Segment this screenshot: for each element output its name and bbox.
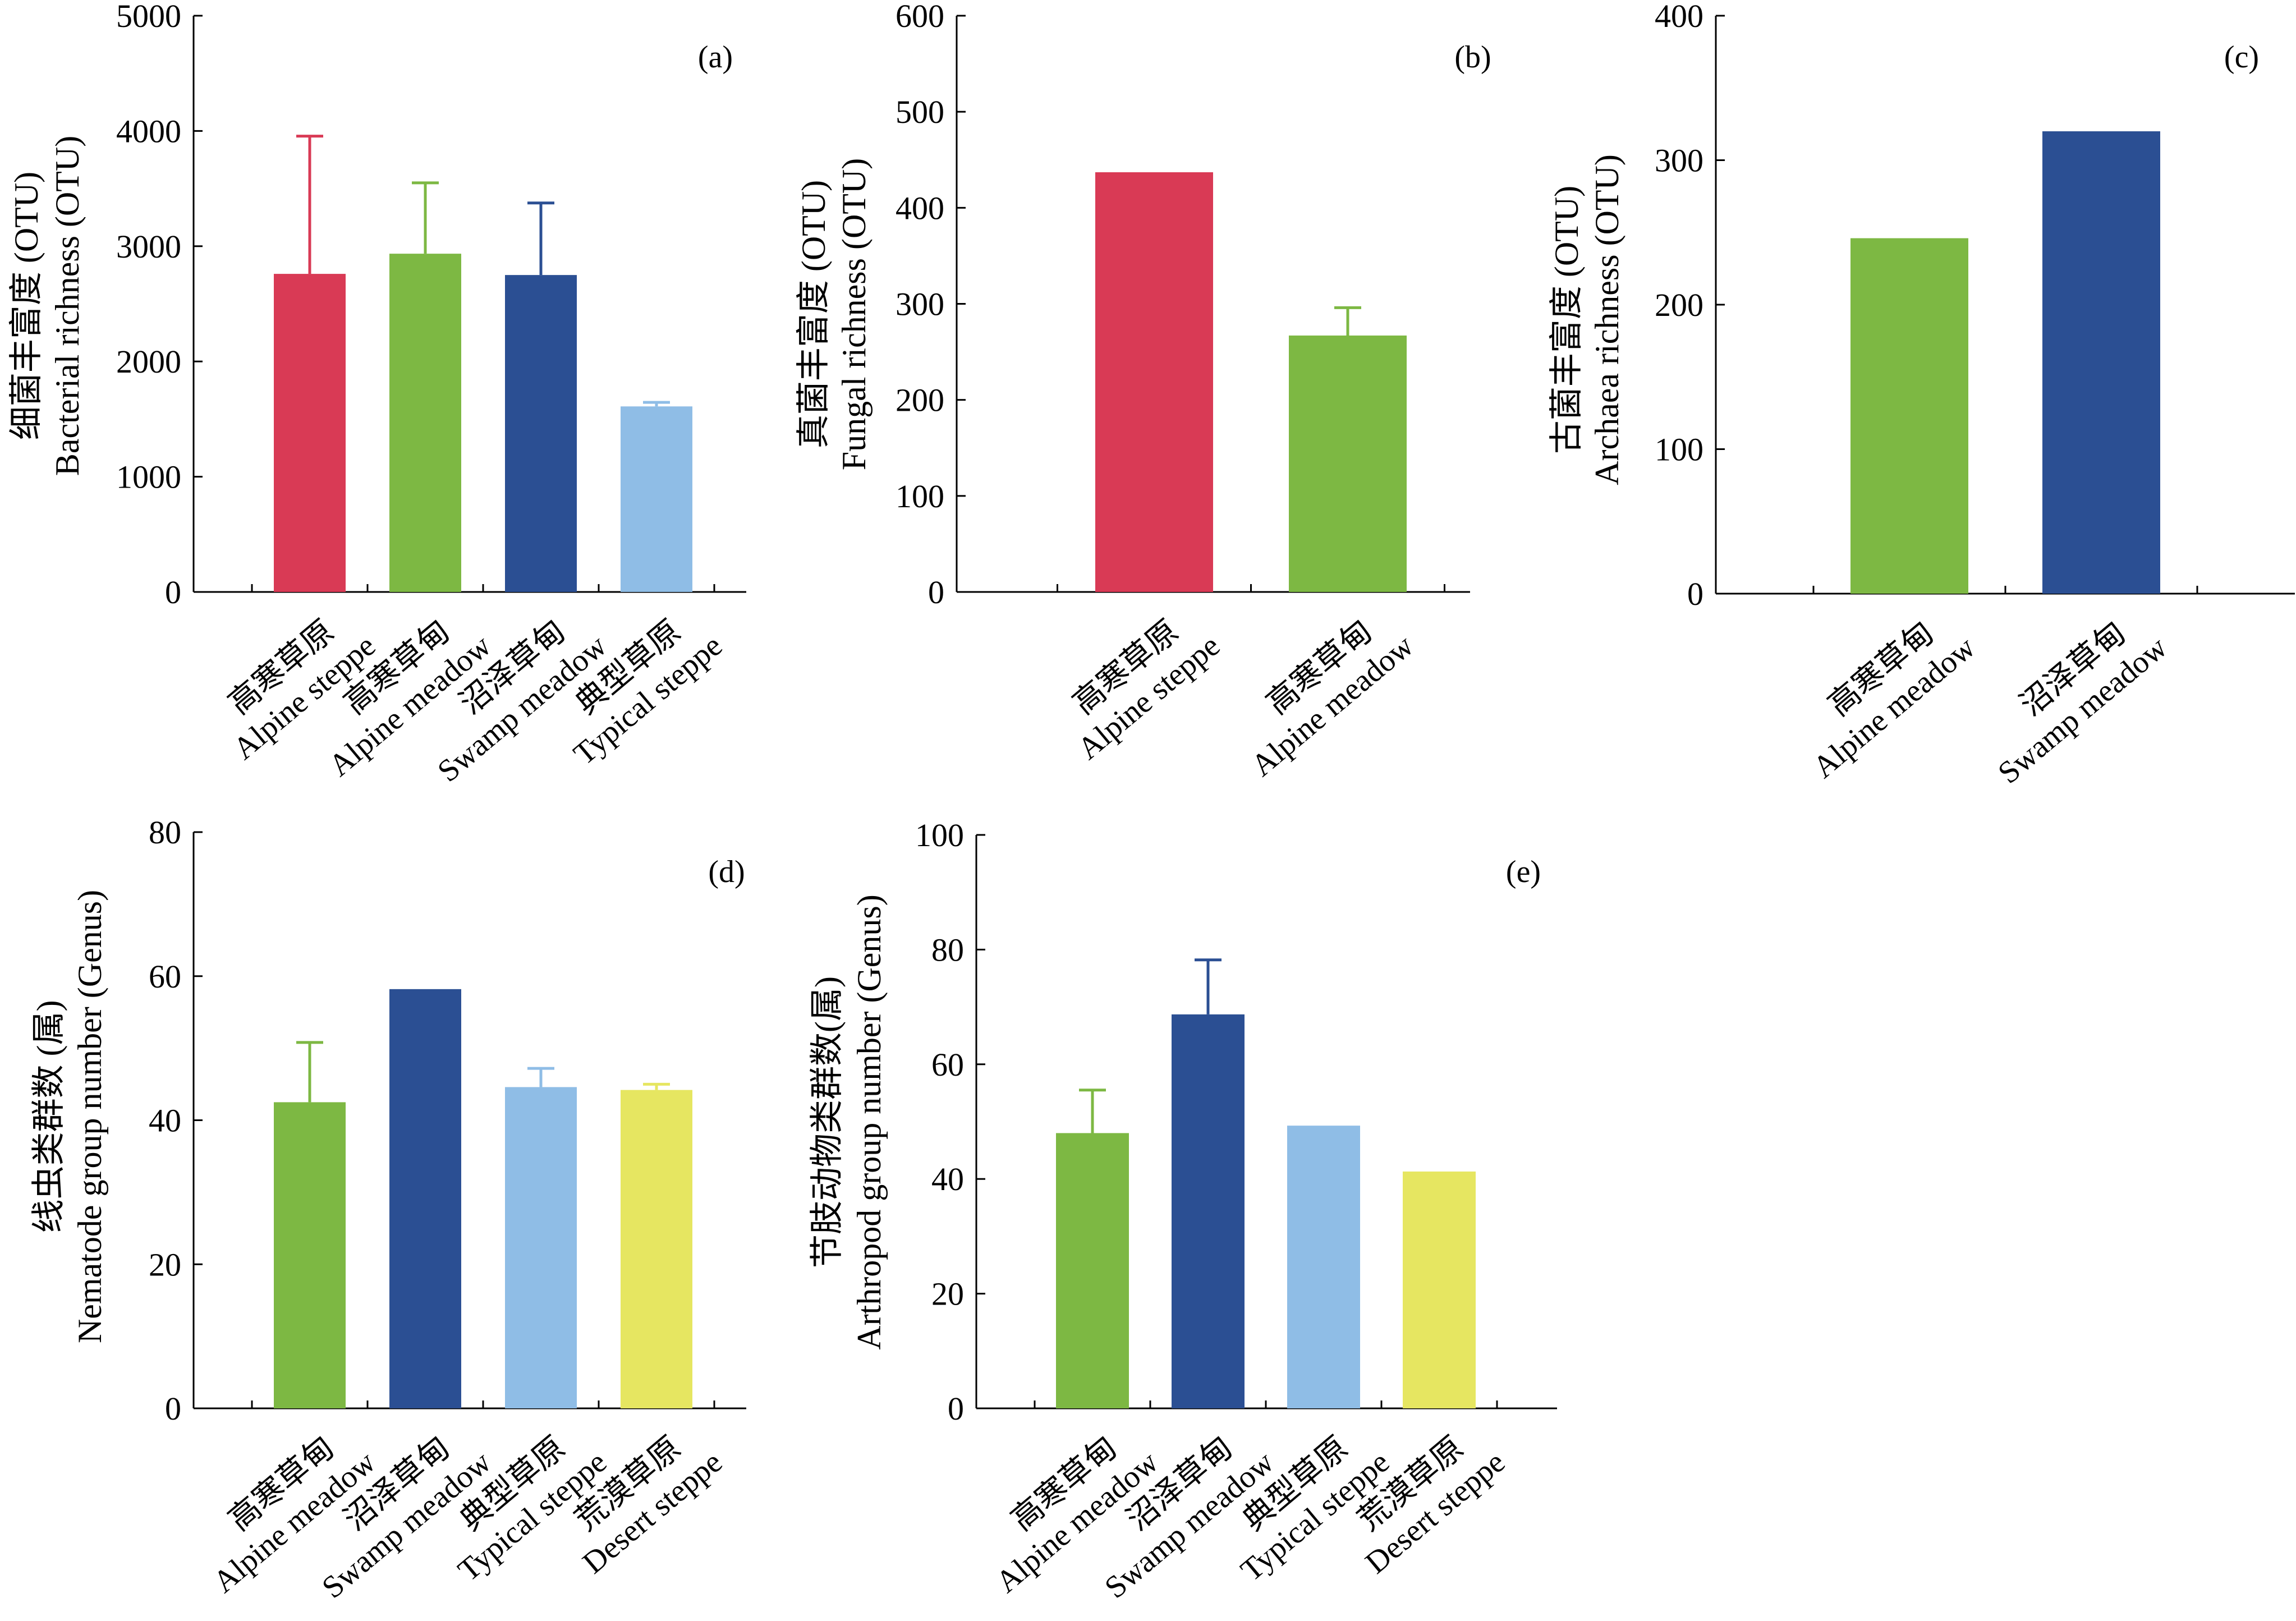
bar (1056, 1133, 1129, 1408)
bar (2042, 131, 2160, 594)
y-tick-label: 80 (149, 814, 181, 851)
y-axis-label-en: Bacterial richness (OTU) (49, 136, 86, 476)
y-tick-label: 80 (931, 931, 964, 968)
bar (505, 275, 577, 592)
y-axis-label-en: Arthropod group number (Genus) (851, 894, 888, 1350)
y-tick-label: 100 (1655, 431, 1703, 468)
bar (1172, 1014, 1245, 1408)
y-tick-label: 2000 (116, 343, 181, 380)
y-tick-label: 20 (149, 1246, 181, 1283)
y-tick-label: 5000 (116, 0, 181, 34)
bar (1095, 172, 1213, 592)
y-axis-label-en: Nematode group number (Genus) (71, 890, 108, 1343)
y-tick-label: 3000 (116, 228, 181, 265)
bar (1287, 1126, 1360, 1408)
y-tick-label: 300 (896, 286, 944, 323)
y-tick-label: 40 (149, 1103, 181, 1139)
y-tick-label: 100 (915, 817, 964, 853)
bar (274, 274, 346, 592)
panel-label: (d) (708, 855, 745, 889)
y-tick-label: 400 (896, 190, 944, 226)
y-axis-label-cn: 古菌丰富度 (OTU) (1548, 186, 1585, 454)
bar (389, 254, 461, 592)
bar (1850, 238, 1968, 594)
y-tick-label: 300 (1655, 143, 1703, 179)
y-tick-label: 60 (931, 1046, 964, 1083)
bar (505, 1087, 577, 1408)
y-tick-label: 400 (1655, 0, 1703, 34)
y-tick-label: 20 (931, 1276, 964, 1312)
bar (621, 1090, 692, 1408)
y-axis-label-en: Archaea richness (OTU) (1588, 154, 1625, 485)
y-tick-label: 0 (948, 1390, 964, 1427)
bar (1289, 335, 1407, 592)
y-tick-label: 200 (896, 382, 944, 419)
y-axis-label-cn: 细菌丰富度 (OTU) (8, 172, 45, 440)
y-tick-label: 0 (165, 1390, 181, 1427)
y-tick-label: 0 (1687, 576, 1703, 612)
bar (389, 989, 461, 1408)
y-tick-label: 200 (1655, 287, 1703, 323)
y-tick-label: 600 (896, 0, 944, 34)
y-tick-label: 60 (149, 958, 181, 995)
y-tick-label: 4000 (116, 113, 181, 149)
y-axis-label-cn: 真菌丰富度 (OTU) (795, 180, 832, 448)
y-tick-label: 100 (896, 478, 944, 515)
bar (274, 1102, 346, 1408)
panel-label: (a) (698, 40, 733, 75)
y-axis-label-en: Fungal richness (OTU) (835, 158, 873, 471)
bar (1403, 1171, 1476, 1408)
panel-label: (b) (1454, 40, 1491, 75)
y-axis-label-cn: 节肢动物类群数(属) (809, 976, 846, 1268)
y-tick-label: 1000 (116, 459, 181, 495)
y-tick-label: 0 (165, 574, 181, 610)
y-tick-label: 500 (896, 94, 944, 130)
panel-label: (e) (1506, 855, 1541, 889)
y-axis-label-cn: 线虫类群数 (属) (30, 1000, 67, 1233)
y-tick-label: 0 (928, 574, 944, 610)
bar (621, 406, 692, 592)
y-tick-label: 40 (931, 1161, 964, 1197)
panel-label: (c) (2224, 40, 2259, 75)
